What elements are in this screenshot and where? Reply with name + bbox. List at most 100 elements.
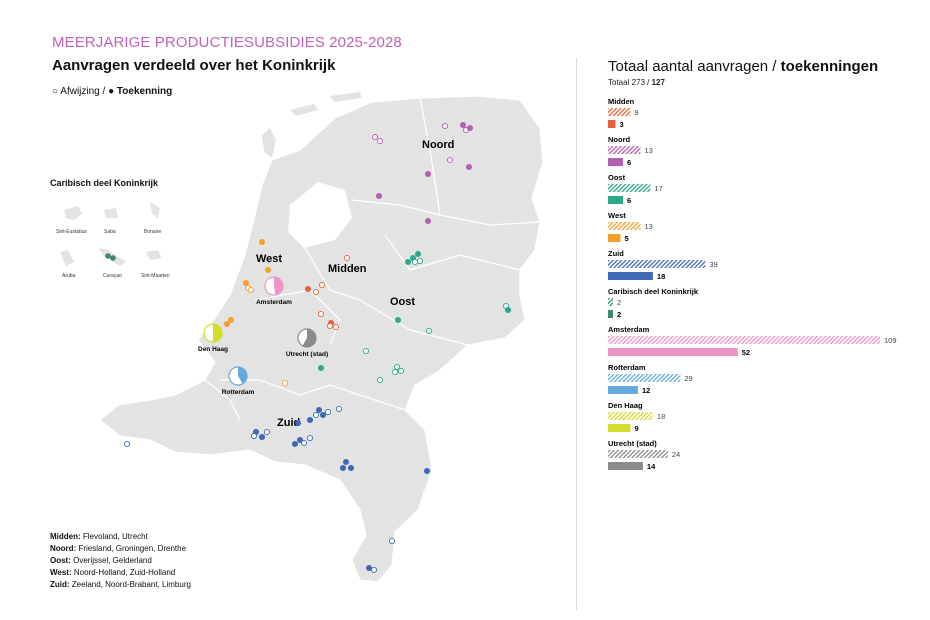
island-label: Saba bbox=[104, 229, 116, 235]
map-dot bbox=[317, 364, 325, 372]
province-borders bbox=[204, 97, 541, 421]
map-dot bbox=[414, 250, 422, 258]
bar-aanvragen-value: 39 bbox=[709, 260, 717, 269]
bar-aanvragen-value: 109 bbox=[884, 336, 897, 345]
city-label: Utrecht (stad) bbox=[286, 351, 328, 358]
map-dot bbox=[504, 306, 512, 314]
map-dot bbox=[315, 406, 323, 414]
bar-aanvragen bbox=[608, 184, 651, 192]
map-dot bbox=[263, 428, 271, 436]
bar-toekenningen-value: 18 bbox=[657, 272, 665, 281]
bar-category-label: Noord bbox=[608, 135, 630, 144]
bar-toekenningen-value: 14 bbox=[647, 462, 656, 471]
bar-toekenningen-value: 5 bbox=[624, 234, 628, 243]
bar-toekenningen bbox=[608, 234, 621, 242]
city-label: Amsterdam bbox=[256, 299, 292, 306]
region-legend-name: Zuid: bbox=[50, 580, 70, 589]
region-label: Zuid bbox=[277, 417, 300, 429]
bar-category-label: Oost bbox=[608, 173, 626, 182]
map-dot bbox=[332, 323, 340, 331]
region-legend-item: Midden: Flevoland, Utrecht bbox=[50, 531, 191, 543]
bar-category-label: Caribisch deel Koninkrijk bbox=[608, 287, 699, 296]
region-label: Noord bbox=[422, 139, 454, 151]
bar-aanvragen bbox=[608, 108, 631, 116]
map-dot bbox=[370, 566, 378, 574]
wadden-island bbox=[290, 104, 318, 116]
map-dot bbox=[393, 363, 401, 371]
map-dot bbox=[342, 458, 350, 466]
bar-aanvragen-value: 29 bbox=[684, 374, 692, 383]
island-label: Sint-Eustatius bbox=[56, 229, 87, 235]
bars-title: Totaal aantal aanvragen / toekenningen bbox=[608, 58, 878, 75]
region-legend-provinces: Overijssel, Gelderland bbox=[70, 556, 152, 565]
bar-toekenningen bbox=[608, 310, 613, 318]
region-label: West bbox=[256, 253, 282, 265]
map-dot bbox=[291, 440, 299, 448]
bar-category-label: Amsterdam bbox=[608, 325, 650, 334]
map-dot bbox=[376, 137, 384, 145]
map-dot bbox=[242, 279, 250, 287]
map-dot bbox=[391, 368, 399, 376]
map-dot bbox=[424, 217, 432, 225]
bar-toekenningen-value: 12 bbox=[642, 386, 650, 395]
map-dot bbox=[306, 416, 314, 424]
map-dot bbox=[365, 564, 373, 572]
region-legend: Midden: Flevoland, Utrecht Noord: Friesla… bbox=[50, 531, 191, 591]
bar-category-label: Rotterdam bbox=[608, 363, 646, 372]
bar-toekenningen-value: 6 bbox=[627, 196, 631, 205]
island-label: Sint-Maarten bbox=[141, 273, 170, 279]
map-dot bbox=[343, 254, 351, 262]
map-dot bbox=[300, 439, 308, 447]
bar-toekenningen bbox=[608, 272, 653, 280]
region-legend-item: Zuid: Zeeland, Noord-Brabant, Limburg bbox=[50, 579, 191, 591]
bars-title-bold: toekenningen bbox=[780, 58, 879, 75]
bars-total: Totaal 273 / 127 bbox=[608, 78, 665, 87]
map-dot bbox=[424, 170, 432, 178]
region-legend-name: Midden: bbox=[50, 532, 81, 541]
map-dot bbox=[318, 281, 326, 289]
bar-toekenningen bbox=[608, 462, 643, 470]
island-label: Bonaire bbox=[144, 229, 162, 235]
region-legend-name: Noord: bbox=[50, 544, 77, 553]
region-legend-provinces: Friesland, Groningen, Drenthe bbox=[76, 544, 187, 553]
netherlands-map: Noord Midden West Oost Zuid Amsterdam Den Haag… bbox=[60, 92, 544, 583]
bar-aanvragen bbox=[608, 260, 706, 268]
map-overlay bbox=[0, 0, 576, 620]
map-dot bbox=[304, 285, 312, 293]
city-pie-slice bbox=[213, 324, 222, 342]
map-dot bbox=[347, 464, 355, 472]
ijsselmeer bbox=[288, 182, 352, 248]
city-pie-slice bbox=[274, 277, 284, 295]
map-dot bbox=[466, 124, 474, 132]
city-label: Rotterdam bbox=[222, 389, 255, 396]
bar-aanvragen bbox=[608, 450, 668, 458]
region-legend-provinces: Flevoland, Utrecht bbox=[80, 532, 148, 541]
map-dot bbox=[312, 411, 320, 419]
bar-aanvragen-value: 9 bbox=[634, 108, 638, 117]
city-pie-slice bbox=[302, 329, 316, 347]
map-land bbox=[99, 95, 544, 583]
map-dot bbox=[416, 257, 424, 265]
bar-category-label: West bbox=[608, 211, 626, 220]
map-dot bbox=[264, 266, 272, 274]
bar-toekenningen-value: 3 bbox=[619, 120, 623, 129]
city-label: Den Haag bbox=[198, 346, 228, 353]
bar-toekenningen bbox=[608, 120, 616, 128]
bar-aanvragen-value: 13 bbox=[644, 146, 652, 155]
island-sint-eustatius bbox=[64, 206, 82, 220]
region-legend-item: West: Noord-Holland, Zuid-Holland bbox=[50, 567, 191, 579]
bar-aanvragen bbox=[608, 146, 641, 154]
island-aruba bbox=[60, 250, 74, 266]
map-dot bbox=[376, 376, 384, 384]
island-saba bbox=[104, 208, 118, 218]
bar-aanvragen bbox=[608, 336, 880, 344]
bar-chart: Midden93Noord136Oost176West135Zuid3918Ca… bbox=[608, 97, 897, 471]
bar-toekenningen-value: 52 bbox=[742, 348, 750, 357]
map-dot bbox=[227, 316, 235, 324]
region-legend-name: Oost: bbox=[50, 556, 71, 565]
map-dot bbox=[388, 537, 396, 545]
map-title: Aanvragen verdeeld over het Koninkrijk bbox=[52, 57, 336, 74]
map-dot bbox=[294, 419, 302, 427]
region-legend-item: Oost: Overijssel, Gelderland bbox=[50, 555, 191, 567]
region-legend-name: West: bbox=[50, 568, 72, 577]
